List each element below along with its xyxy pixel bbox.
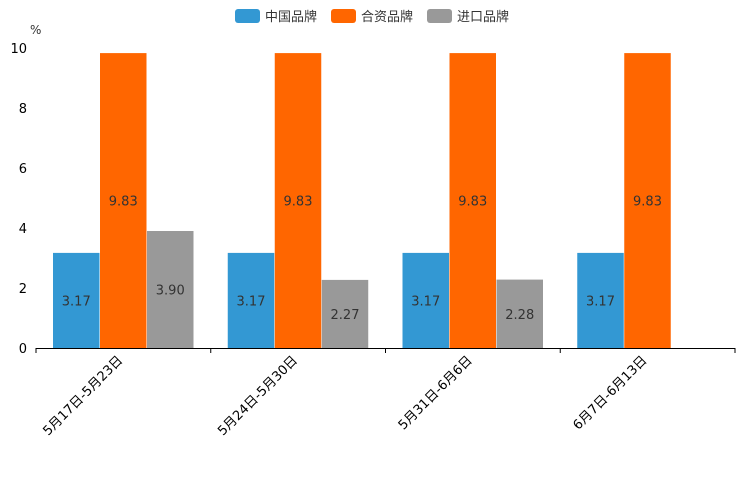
bar-value-label: 9.83	[458, 195, 487, 210]
legend-swatch-imported	[427, 8, 452, 23]
bar-value-label: 3.17	[411, 294, 440, 309]
y-tick-label: 10	[10, 42, 27, 57]
legend-label-domestic: 中国品牌	[264, 10, 317, 25]
bar-value-label: 3.17	[586, 294, 615, 309]
legend-label-joint-venture: 合资品牌	[360, 10, 413, 25]
bar-imported[interactable]	[496, 279, 544, 348]
bar-imported[interactable]	[147, 231, 194, 348]
y-tick-label: 4	[19, 222, 27, 237]
legend-item-imported[interactable]: 进口品牌	[427, 6, 509, 25]
bar-domestic[interactable]	[402, 252, 450, 348]
bar-value-label: 2.27	[331, 308, 360, 323]
bars: 3.17 9.83 3.90 3.17 9.83 2.27 3.17 9.83 2.28 3.17…	[53, 53, 671, 348]
y-axis: 0 2 4 6 8 10	[10, 42, 27, 357]
legend-item-joint-venture[interactable]: 合资品牌	[330, 6, 413, 25]
bar-value-label: 2.28	[505, 308, 534, 323]
x-tick-label: 5月31日-6月6日	[396, 353, 476, 433]
bar-value-label: 9.83	[109, 195, 138, 210]
bar-imported[interactable]	[321, 279, 369, 348]
bar-joint-venture[interactable]	[624, 53, 671, 348]
legend-label-imported: 进口品牌	[457, 10, 510, 25]
legend-item-domestic[interactable]: 中国品牌	[234, 6, 317, 25]
legend-swatch-joint-venture	[330, 8, 356, 23]
x-axis: 5月17日-5月23日 5月24日-5月30日 5月31日-6月6日 6月7日-6月1…	[35, 348, 736, 439]
y-tick-label: 0	[19, 342, 27, 357]
bar-joint-venture[interactable]	[100, 53, 147, 348]
x-tick-label: 5月24日-5月30日	[215, 353, 301, 439]
bar-joint-venture[interactable]	[449, 53, 497, 348]
x-tick-label: 6月7日-6月13日	[571, 353, 651, 433]
y-tick-label: 8	[19, 102, 27, 117]
bar-value-label: 3.90	[156, 284, 185, 299]
bar-value-label: 9.83	[633, 195, 662, 210]
legend-swatch-domestic	[234, 8, 260, 23]
bar-value-label: 3.17	[237, 294, 266, 309]
y-tick-label: 6	[19, 162, 27, 177]
y-tick-label: 2	[19, 282, 27, 297]
bar-domestic[interactable]	[53, 252, 100, 348]
bar-joint-venture[interactable]	[274, 53, 322, 348]
bar-domestic[interactable]	[577, 252, 624, 348]
y-axis-unit: %	[30, 23, 41, 37]
bar-value-label: 3.17	[62, 294, 91, 309]
x-tick-label: 5月17日-5月23日	[40, 353, 126, 439]
bar-domestic[interactable]	[227, 252, 275, 348]
legend: 中国品牌 合资品牌 进口品牌	[0, 6, 744, 25]
bar-value-label: 9.83	[284, 195, 313, 210]
